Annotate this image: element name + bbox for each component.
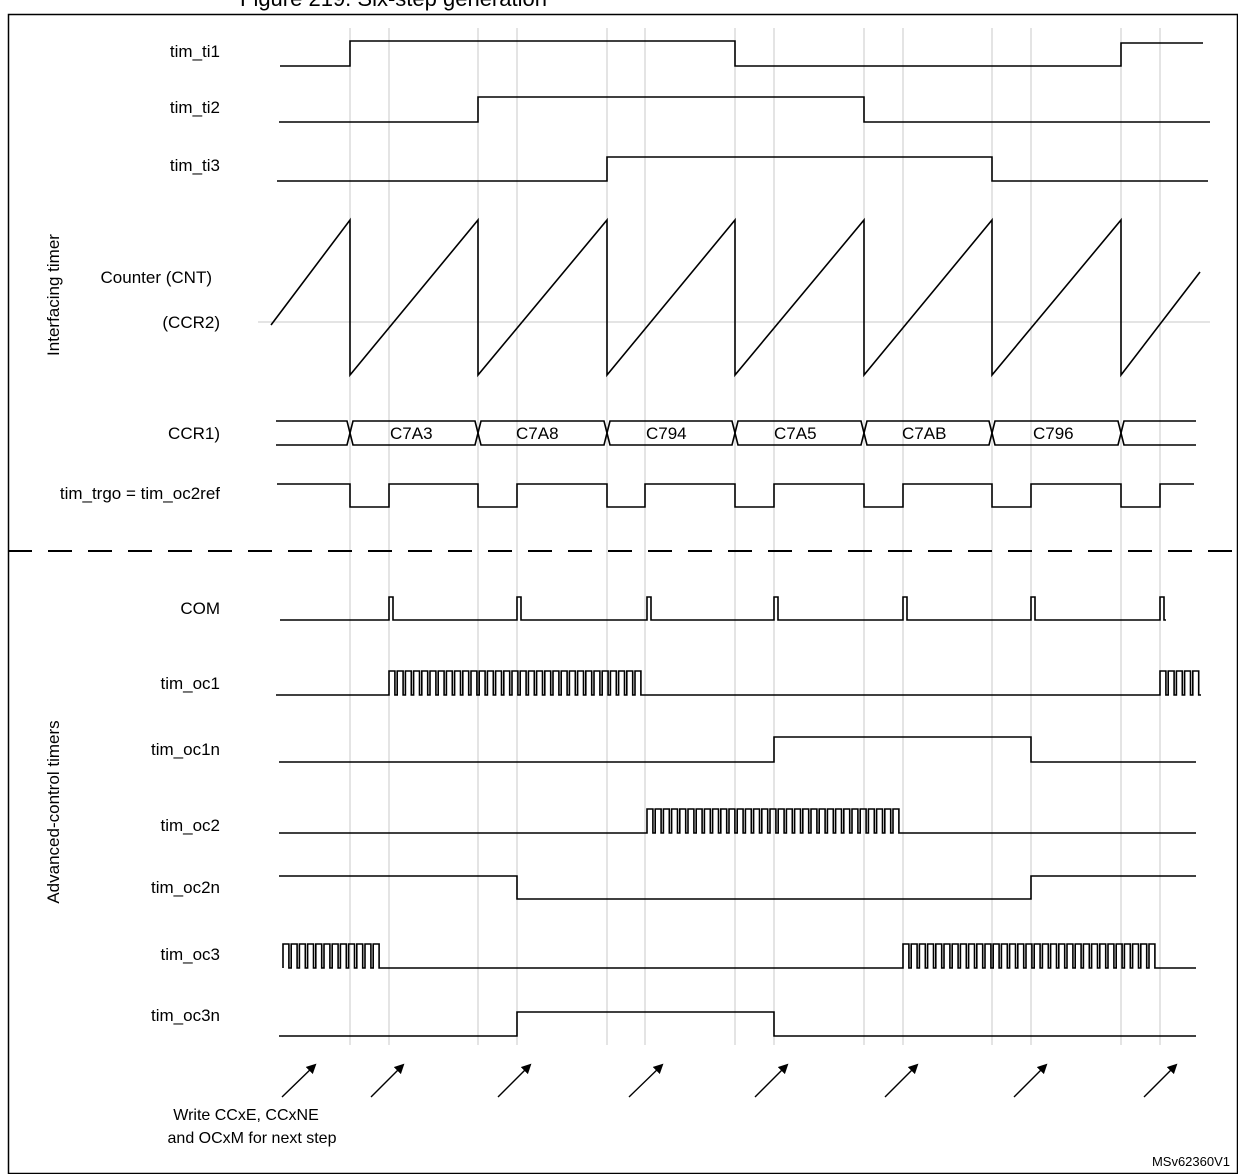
label-tim-oc1: tim_oc1 [160,674,220,693]
write-arrow [497,1063,532,1098]
label-trgo: tim_trgo = tim_oc2ref [60,484,220,503]
wave-trgo [277,483,1194,508]
label-ccr2: (CCR2) [162,313,220,332]
bus-ccr1 [276,420,1196,446]
label-tim-ti3: tim_ti3 [170,156,220,175]
label-tim-oc2n: tim_oc2n [151,878,220,897]
write-arrow [1013,1063,1048,1098]
diagram-border [7,13,1238,1174]
wave-tim-ti1 [280,40,1203,67]
figure-title-fragment: Figure 219. Six-step generation [0,0,1238,14]
figure-title: Figure 219. Six-step generation [240,0,547,12]
figure-reference: MSv62360V1 [1152,1154,1230,1169]
section-label-advanced: Advanced-control timers [44,720,63,903]
write-arrow [1143,1063,1178,1098]
label-tim-oc3: tim_oc3 [160,945,220,964]
wave-tim-oc1 [276,670,1201,696]
wave-tim-oc2 [279,808,1196,834]
write-step-arrows [281,1063,1178,1098]
ccr1-value: C7A5 [774,424,817,443]
label-ccr1: CCR1) [168,424,220,443]
wave-tim-oc1n [279,736,1196,763]
label-tim-oc3n: tim_oc3n [151,1006,220,1025]
wave-tim-oc2n [279,875,1196,900]
label-com: COM [180,599,220,618]
write-arrow [884,1063,919,1098]
label-tim-ti2: tim_ti2 [170,98,220,117]
wave-counter [270,217,1201,378]
write-arrow [628,1063,664,1098]
wave-tim-oc3 [282,943,1196,969]
section-label-interfacing: Interfacing timer [44,234,63,356]
wave-tim-ti3 [277,156,1208,182]
ccr1-value: C7A3 [390,424,433,443]
label-counter: Counter (CNT) [101,268,212,287]
time-grid [349,28,1161,1045]
label-tim-ti1: tim_ti1 [170,42,220,61]
ccr1-value: C794 [646,424,687,443]
wave-tim-ti2 [279,96,1210,123]
note-line-2: and OCxM for next step [168,1130,337,1147]
ccr1-value: C7AB [902,424,946,443]
write-arrow [370,1063,405,1098]
write-arrow [754,1063,789,1098]
ccr1-value: C796 [1033,424,1074,443]
label-tim-oc2: tim_oc2 [160,816,220,835]
note-line-1: Write CCxE, CCxNE [173,1107,319,1124]
write-arrow [281,1063,317,1098]
wave-tim-oc3n [279,1011,1196,1037]
ccr1-value: C7A8 [516,424,559,443]
label-tim-oc1n: tim_oc1n [151,740,220,759]
wave-com [280,596,1166,621]
